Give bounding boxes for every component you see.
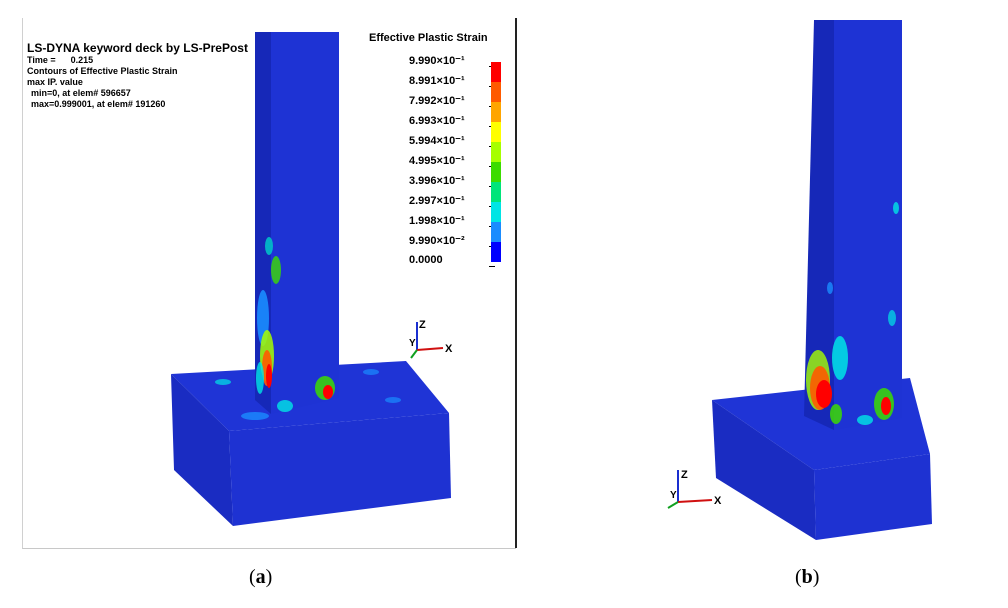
simulation-header: LS-DYNA keyword deck by LS-PrePost Time …	[27, 42, 248, 110]
legend-color-bar	[491, 62, 501, 262]
strain-spot	[816, 380, 832, 408]
strain-spot	[888, 310, 896, 326]
caption-b-letter: b	[801, 566, 813, 588]
axis-label-y: Y	[670, 490, 677, 501]
deck-title: LS-DYNA keyword deck by LS-PrePost	[27, 41, 248, 55]
legend-color-swatch	[491, 62, 501, 82]
legend-label: 2.997×10⁻¹	[409, 194, 495, 214]
panel-b-model: Z Y X	[667, 20, 932, 540]
base-left-face	[712, 400, 816, 540]
time-label: Time =	[27, 55, 56, 65]
caption-a-letter: a	[255, 566, 266, 588]
legend-label: 0.0000	[409, 254, 495, 274]
axis-label-z: Z	[419, 319, 426, 331]
strain-spot	[241, 412, 269, 420]
strain-spot	[271, 256, 281, 284]
strain-spot	[363, 369, 379, 375]
time-value: 0.215	[70, 55, 94, 65]
column-front-face	[834, 20, 902, 430]
max-value-line: max=0.999001, at elem# 191260	[31, 99, 166, 109]
caption-b: (b)	[795, 566, 820, 588]
legend-color-swatch	[491, 202, 501, 222]
column-left-face	[804, 20, 834, 430]
legend-color-swatch	[491, 162, 501, 182]
strain-spot	[266, 364, 272, 388]
strain-spot	[385, 397, 401, 403]
axis-triad: Z Y X	[667, 469, 722, 509]
max-ip-line: max IP. value	[27, 77, 83, 87]
legend-label: 9.990×10⁻²	[409, 234, 495, 254]
panel-a: Z Y X LS-DYNA keyword deck by LS-PrePost…	[22, 18, 517, 549]
panel-a-model: Z Y X	[171, 32, 453, 526]
legend-color-swatch	[491, 142, 501, 162]
legend-label: 7.992×10⁻¹	[409, 94, 495, 114]
axis-label-x: X	[445, 343, 453, 355]
legend-color-swatch	[491, 82, 501, 102]
legend-color-swatch	[491, 182, 501, 202]
strain-spot	[265, 237, 273, 255]
legend-color-swatch	[491, 222, 501, 242]
axis-label-x: X	[714, 495, 722, 507]
axis-label-z: Z	[681, 469, 688, 481]
base-front-face	[814, 454, 932, 540]
strain-spot	[893, 202, 899, 214]
axis-label-y: Y	[409, 338, 416, 349]
column-front-face	[271, 32, 339, 414]
base-front-face	[229, 413, 451, 526]
legend-color-swatch	[491, 102, 501, 122]
axis-triad: Z Y X	[409, 319, 453, 359]
legend-label: 3.996×10⁻¹	[409, 174, 495, 194]
legend-label: 9.990×10⁻¹	[409, 54, 495, 74]
strain-spot	[277, 400, 293, 412]
time-line: Time = 0.215	[27, 55, 248, 66]
legend-labels: 9.990×10⁻¹ 8.991×10⁻¹ 7.992×10⁻¹ 6.993×1…	[409, 54, 495, 274]
strain-spot	[830, 404, 842, 424]
strain-spot	[215, 379, 231, 385]
panel-a-frame-edge	[515, 18, 517, 548]
min-value-line: min=0, at elem# 596657	[31, 88, 131, 98]
legend-color-swatch	[491, 122, 501, 142]
contours-line: Contours of Effective Plastic Strain	[27, 66, 178, 76]
legend-label: 8.991×10⁻¹	[409, 74, 495, 94]
strain-spot	[323, 385, 333, 399]
strain-spot	[881, 397, 891, 415]
base-left-face	[171, 374, 233, 526]
strain-spot	[256, 362, 264, 394]
caption-a: (a)	[249, 566, 273, 588]
strain-spot	[832, 336, 848, 380]
legend-label: 1.998×10⁻¹	[409, 214, 495, 234]
legend-label: 6.993×10⁻¹	[409, 114, 495, 134]
strain-spot	[827, 282, 833, 294]
legend-label: 4.995×10⁻¹	[409, 154, 495, 174]
strain-spot	[857, 415, 873, 425]
legend-title: Effective Plastic Strain	[369, 32, 488, 44]
panel-b: Z Y X	[640, 18, 940, 548]
legend-color-swatch	[491, 242, 501, 262]
legend-label: 5.994×10⁻¹	[409, 134, 495, 154]
